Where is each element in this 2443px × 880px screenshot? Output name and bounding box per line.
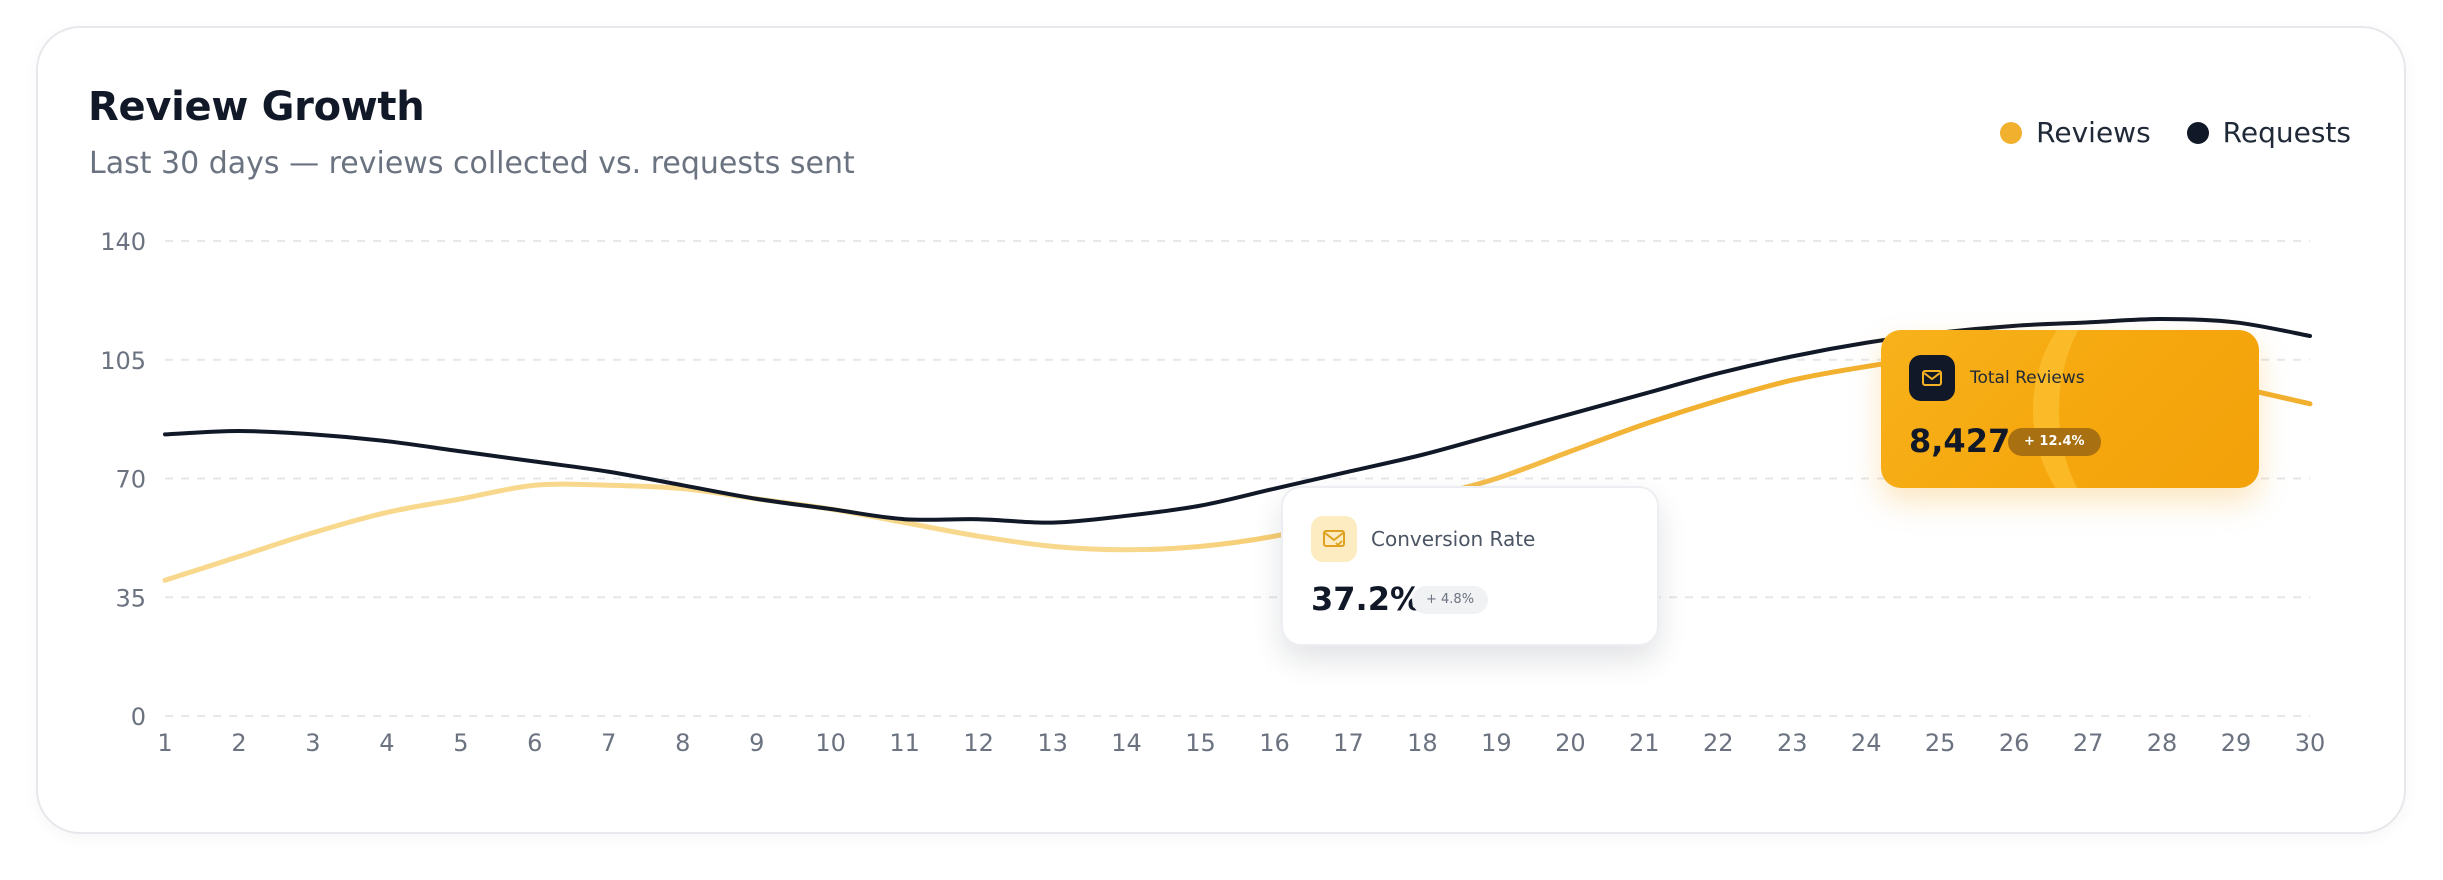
x-tick-label: 25 (1925, 729, 1956, 757)
x-tick-label: 4 (379, 729, 394, 757)
x-tick-label: 11 (889, 729, 920, 757)
x-tick-label: 24 (1851, 729, 1882, 757)
x-tick-label: 20 (1555, 729, 1586, 757)
decorative-swirl (2033, 330, 2259, 488)
legend-label-reviews: Reviews (2036, 116, 2151, 149)
x-tick-label: 30 (2295, 729, 2326, 757)
x-axis-ticks: 1 2 3 4 5 6 7 8 9 10 11 12 13 14 15 16 17 18 19 20 21 22 23 24 2… (157, 729, 2325, 757)
y-tick-label: 70 (115, 466, 146, 494)
x-tick-label: 10 (815, 729, 846, 757)
x-tick-label: 22 (1703, 729, 1734, 757)
x-tick-label: 29 (2221, 729, 2252, 757)
conversion-rate-change-badge: + 4.8% (1412, 586, 1489, 614)
chart-title: Review Growth (88, 84, 425, 130)
x-tick-label: 5 (453, 729, 468, 757)
x-tick-label: 15 (1185, 729, 1216, 757)
x-tick-label: 19 (1481, 729, 1512, 757)
gridlines (165, 240, 2310, 717)
x-tick-label: 26 (1999, 729, 2030, 757)
x-tick-label: 16 (1259, 729, 1290, 757)
y-tick-label: 105 (100, 347, 146, 375)
conversion-rate-label: Conversion Rate (1371, 527, 1536, 551)
y-tick-label: 0 (131, 703, 146, 731)
total-reviews-change-badge: + 12.4% (2008, 428, 2101, 456)
x-tick-label: 2 (231, 729, 246, 757)
x-tick-label: 3 (305, 729, 320, 757)
y-axis-ticks: 0 35 70 105 140 (100, 228, 146, 731)
x-tick-label: 14 (1111, 729, 1142, 757)
x-tick-label: 7 (601, 729, 616, 757)
legend-item-requests[interactable]: Requests (2186, 116, 2351, 149)
x-tick-label: 28 (2147, 729, 2178, 757)
mail-check-icon (1311, 516, 1357, 562)
mail-icon (1909, 355, 1955, 401)
total-reviews-value: 8,427 (1909, 422, 2011, 460)
x-tick-label: 13 (1037, 729, 1068, 757)
x-tick-label: 17 (1333, 729, 1364, 757)
total-reviews-label: Total Reviews (1970, 368, 2085, 388)
x-tick-label: 12 (963, 729, 994, 757)
legend-label-requests: Requests (2222, 116, 2351, 149)
x-tick-label: 9 (749, 729, 764, 757)
y-tick-label: 140 (100, 228, 146, 256)
chart-legend: Reviews Requests (1964, 116, 2351, 149)
x-tick-label: 8 (675, 729, 690, 757)
x-tick-label: 23 (1777, 729, 1808, 757)
x-tick-label: 1 (157, 729, 172, 757)
x-tick-label: 18 (1407, 729, 1438, 757)
conversion-rate-tooltip: Conversion Rate 37.2% + 4.8% (1281, 486, 1659, 646)
legend-item-reviews[interactable]: Reviews (2000, 116, 2151, 149)
x-tick-label: 6 (527, 729, 542, 757)
legend-dot-requests (2186, 121, 2209, 144)
legend-dot-reviews (2000, 121, 2023, 144)
total-reviews-tooltip: Total Reviews 8,427 + 12.4% (1881, 330, 2259, 488)
x-tick-label: 27 (2073, 729, 2104, 757)
chart-subtitle: Last 30 days — reviews collected vs. req… (89, 146, 855, 181)
conversion-rate-value: 37.2% (1311, 580, 1423, 618)
x-tick-label: 21 (1629, 729, 1660, 757)
y-tick-label: 35 (115, 584, 146, 612)
